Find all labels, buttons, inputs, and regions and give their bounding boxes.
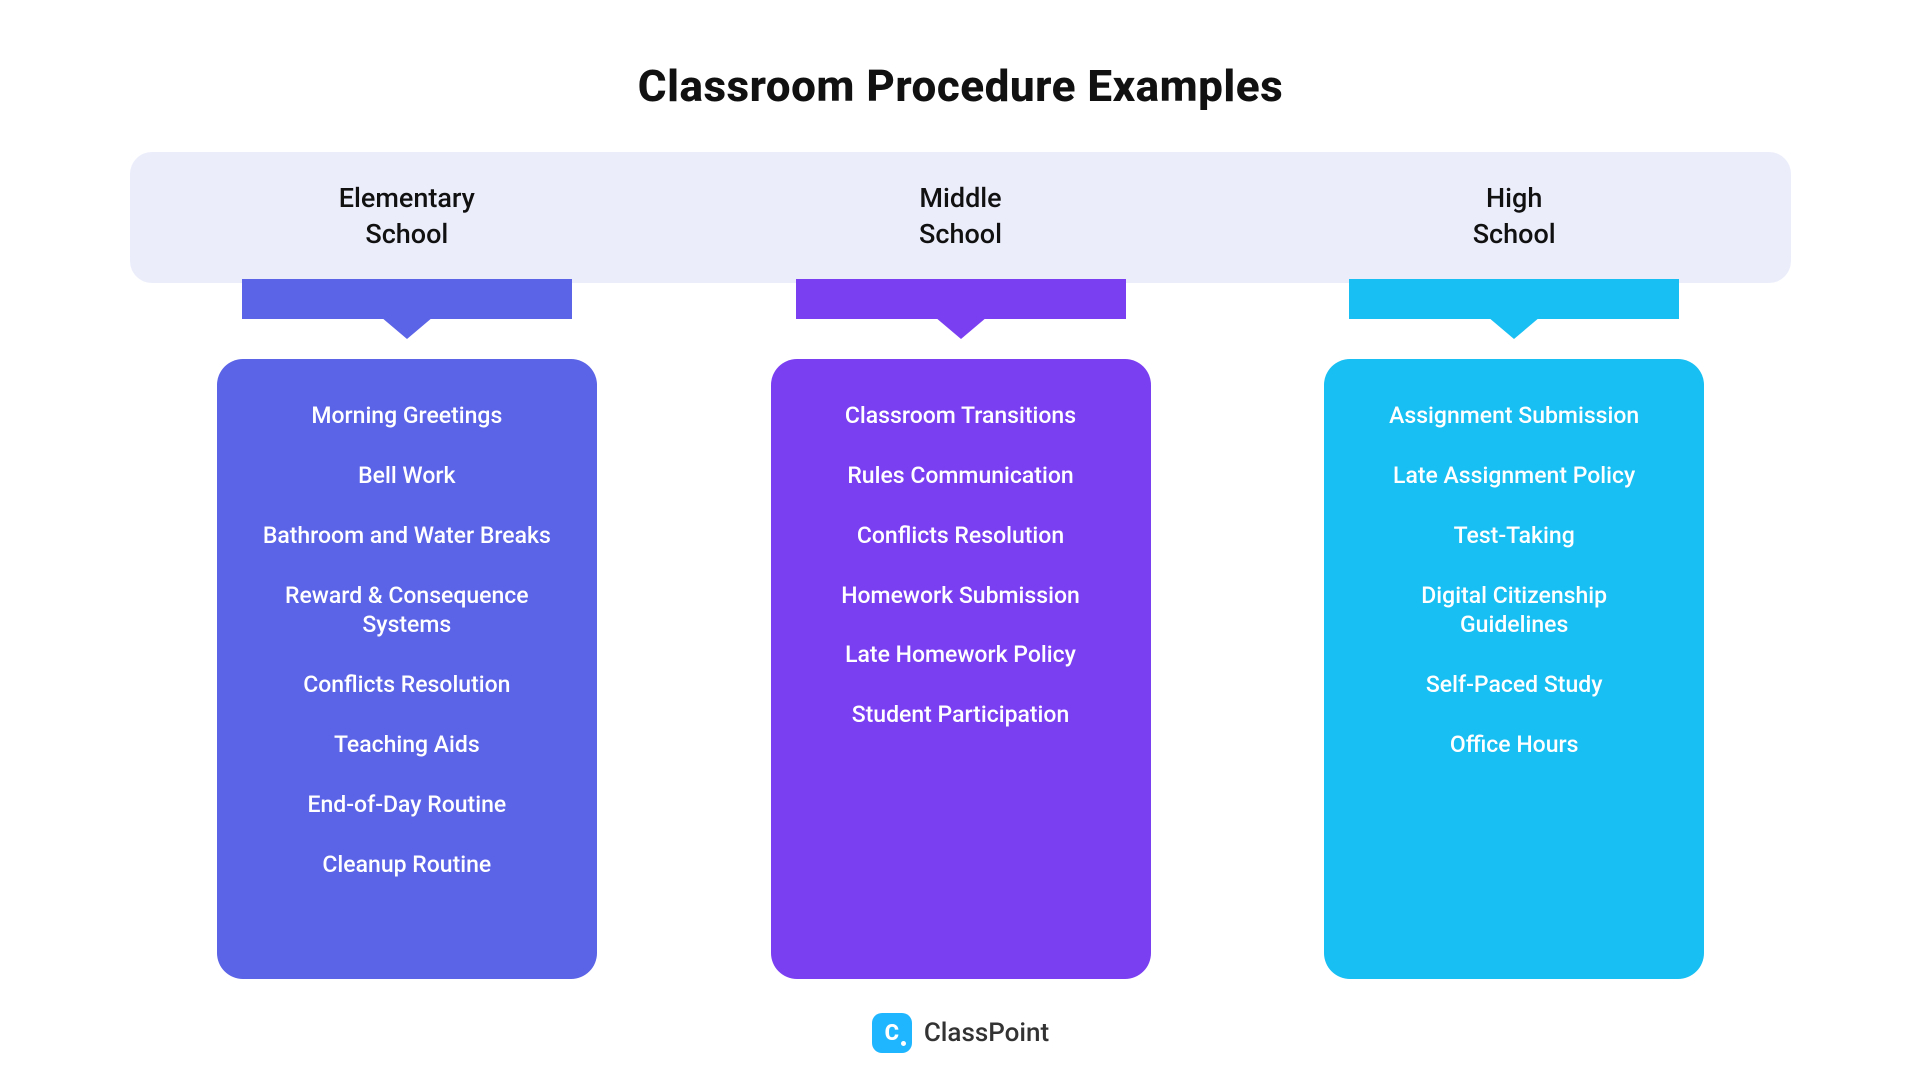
card-0-item-0: Morning Greetings xyxy=(245,401,569,431)
card-0-item-5: Teaching Aids xyxy=(245,730,569,760)
card-1-item-3: Homework Submission xyxy=(799,581,1123,611)
card-0-item-4: Conflicts Resolution xyxy=(245,670,569,700)
header-label-0: Elementary School xyxy=(130,180,684,253)
page-title: Classroom Procedure Examples xyxy=(0,0,1921,112)
connector-0 xyxy=(242,279,572,319)
card-1-item-1: Rules Communication xyxy=(799,461,1123,491)
brand-name: ClassPoint xyxy=(924,1018,1049,1048)
card-0-item-3: Reward & Consequence Systems xyxy=(245,581,569,641)
card-1-item-4: Late Homework Policy xyxy=(799,640,1123,670)
connector-2 xyxy=(1349,279,1679,319)
header-label-2: High School xyxy=(1237,180,1791,253)
card-2-item-5: Office Hours xyxy=(1352,730,1676,760)
connector-1 xyxy=(796,279,1126,319)
column-1: Classroom Transitions Rules Communication… xyxy=(684,283,1238,979)
brand-logo-icon: C xyxy=(872,1013,912,1053)
card-0-item-6: End-of-Day Routine xyxy=(245,790,569,820)
footer: C ClassPoint xyxy=(0,1013,1921,1053)
columns-container: Morning Greetings Bell Work Bathroom and W… xyxy=(130,283,1791,979)
card-0-item-7: Cleanup Routine xyxy=(245,850,569,880)
column-2: Assignment Submission Late Assignment Pol… xyxy=(1237,283,1791,979)
card-0: Morning Greetings Bell Work Bathroom and W… xyxy=(217,359,597,979)
card-2-item-3: Digital Citizenship Guidelines xyxy=(1352,581,1676,641)
card-2-item-2: Test-Taking xyxy=(1352,521,1676,551)
header-band: Elementary SchoolMiddle SchoolHigh Schoo… xyxy=(130,152,1791,283)
card-0-item-1: Bell Work xyxy=(245,461,569,491)
card-1-item-5: Student Participation xyxy=(799,700,1123,730)
card-1-item-0: Classroom Transitions xyxy=(799,401,1123,431)
card-1-item-2: Conflicts Resolution xyxy=(799,521,1123,551)
card-0-item-2: Bathroom and Water Breaks xyxy=(245,521,569,551)
card-2: Assignment Submission Late Assignment Pol… xyxy=(1324,359,1704,979)
card-2-item-4: Self-Paced Study xyxy=(1352,670,1676,700)
card-1: Classroom Transitions Rules Communication… xyxy=(771,359,1151,979)
header-label-1: Middle School xyxy=(684,180,1238,253)
card-2-item-0: Assignment Submission xyxy=(1352,401,1676,431)
card-2-item-1: Late Assignment Policy xyxy=(1352,461,1676,491)
column-0: Morning Greetings Bell Work Bathroom and W… xyxy=(130,283,684,979)
